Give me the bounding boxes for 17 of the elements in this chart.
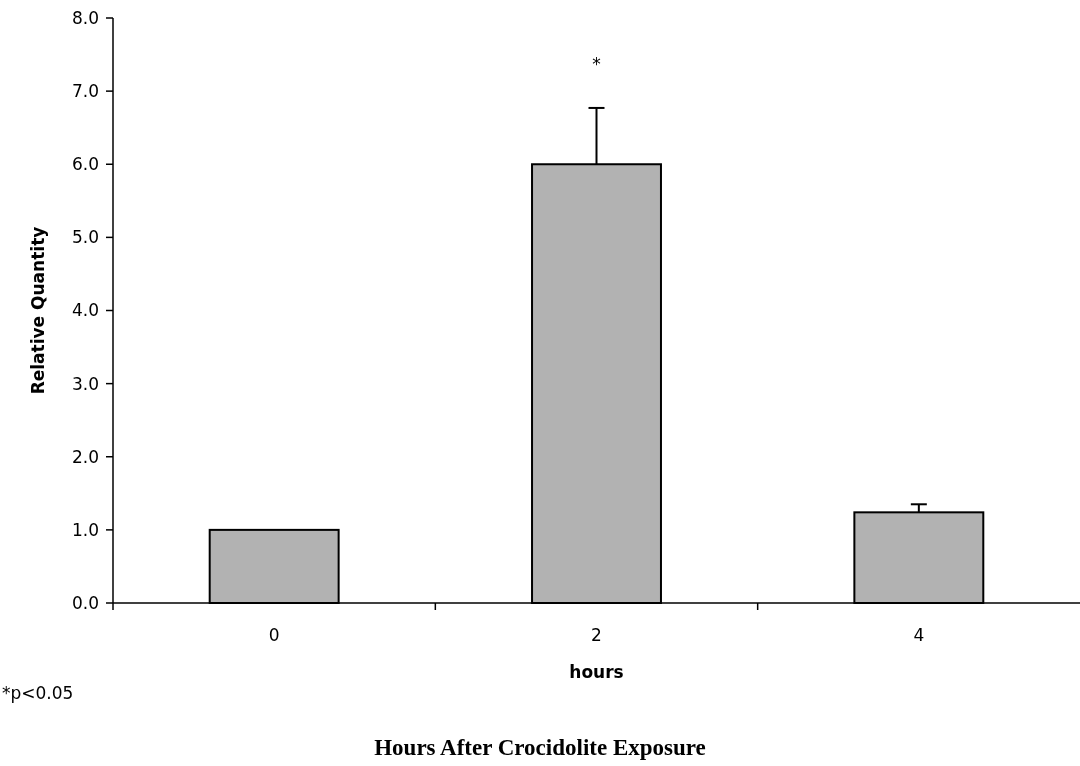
x-tick-label: 0 — [268, 625, 280, 645]
y-tick-label: 5.0 — [71, 227, 99, 248]
y-tick-label: 8.0 — [71, 7, 99, 28]
text: Hours After Crocidolite Exposure — [374, 735, 706, 760]
y-tick-label: 4.0 — [71, 300, 99, 321]
y-tick-label: 0.0 — [71, 592, 99, 613]
y-tick-label: 1.0 — [71, 519, 99, 540]
x-tick-label: 4 — [913, 625, 925, 645]
x-axis-title: hours — [569, 662, 624, 682]
text: *p<0.05 — [2, 683, 74, 703]
y-tick-label: 7.0 — [71, 81, 99, 102]
annotation: * — [592, 53, 601, 74]
y-axis-title: Relative Quantity — [28, 226, 48, 395]
y-tick-label: 6.0 — [71, 154, 99, 175]
y-tick-label: 3.0 — [71, 373, 99, 394]
y-tick-label: 2.0 — [71, 446, 99, 467]
x-tick-label: 2 — [591, 625, 602, 645]
